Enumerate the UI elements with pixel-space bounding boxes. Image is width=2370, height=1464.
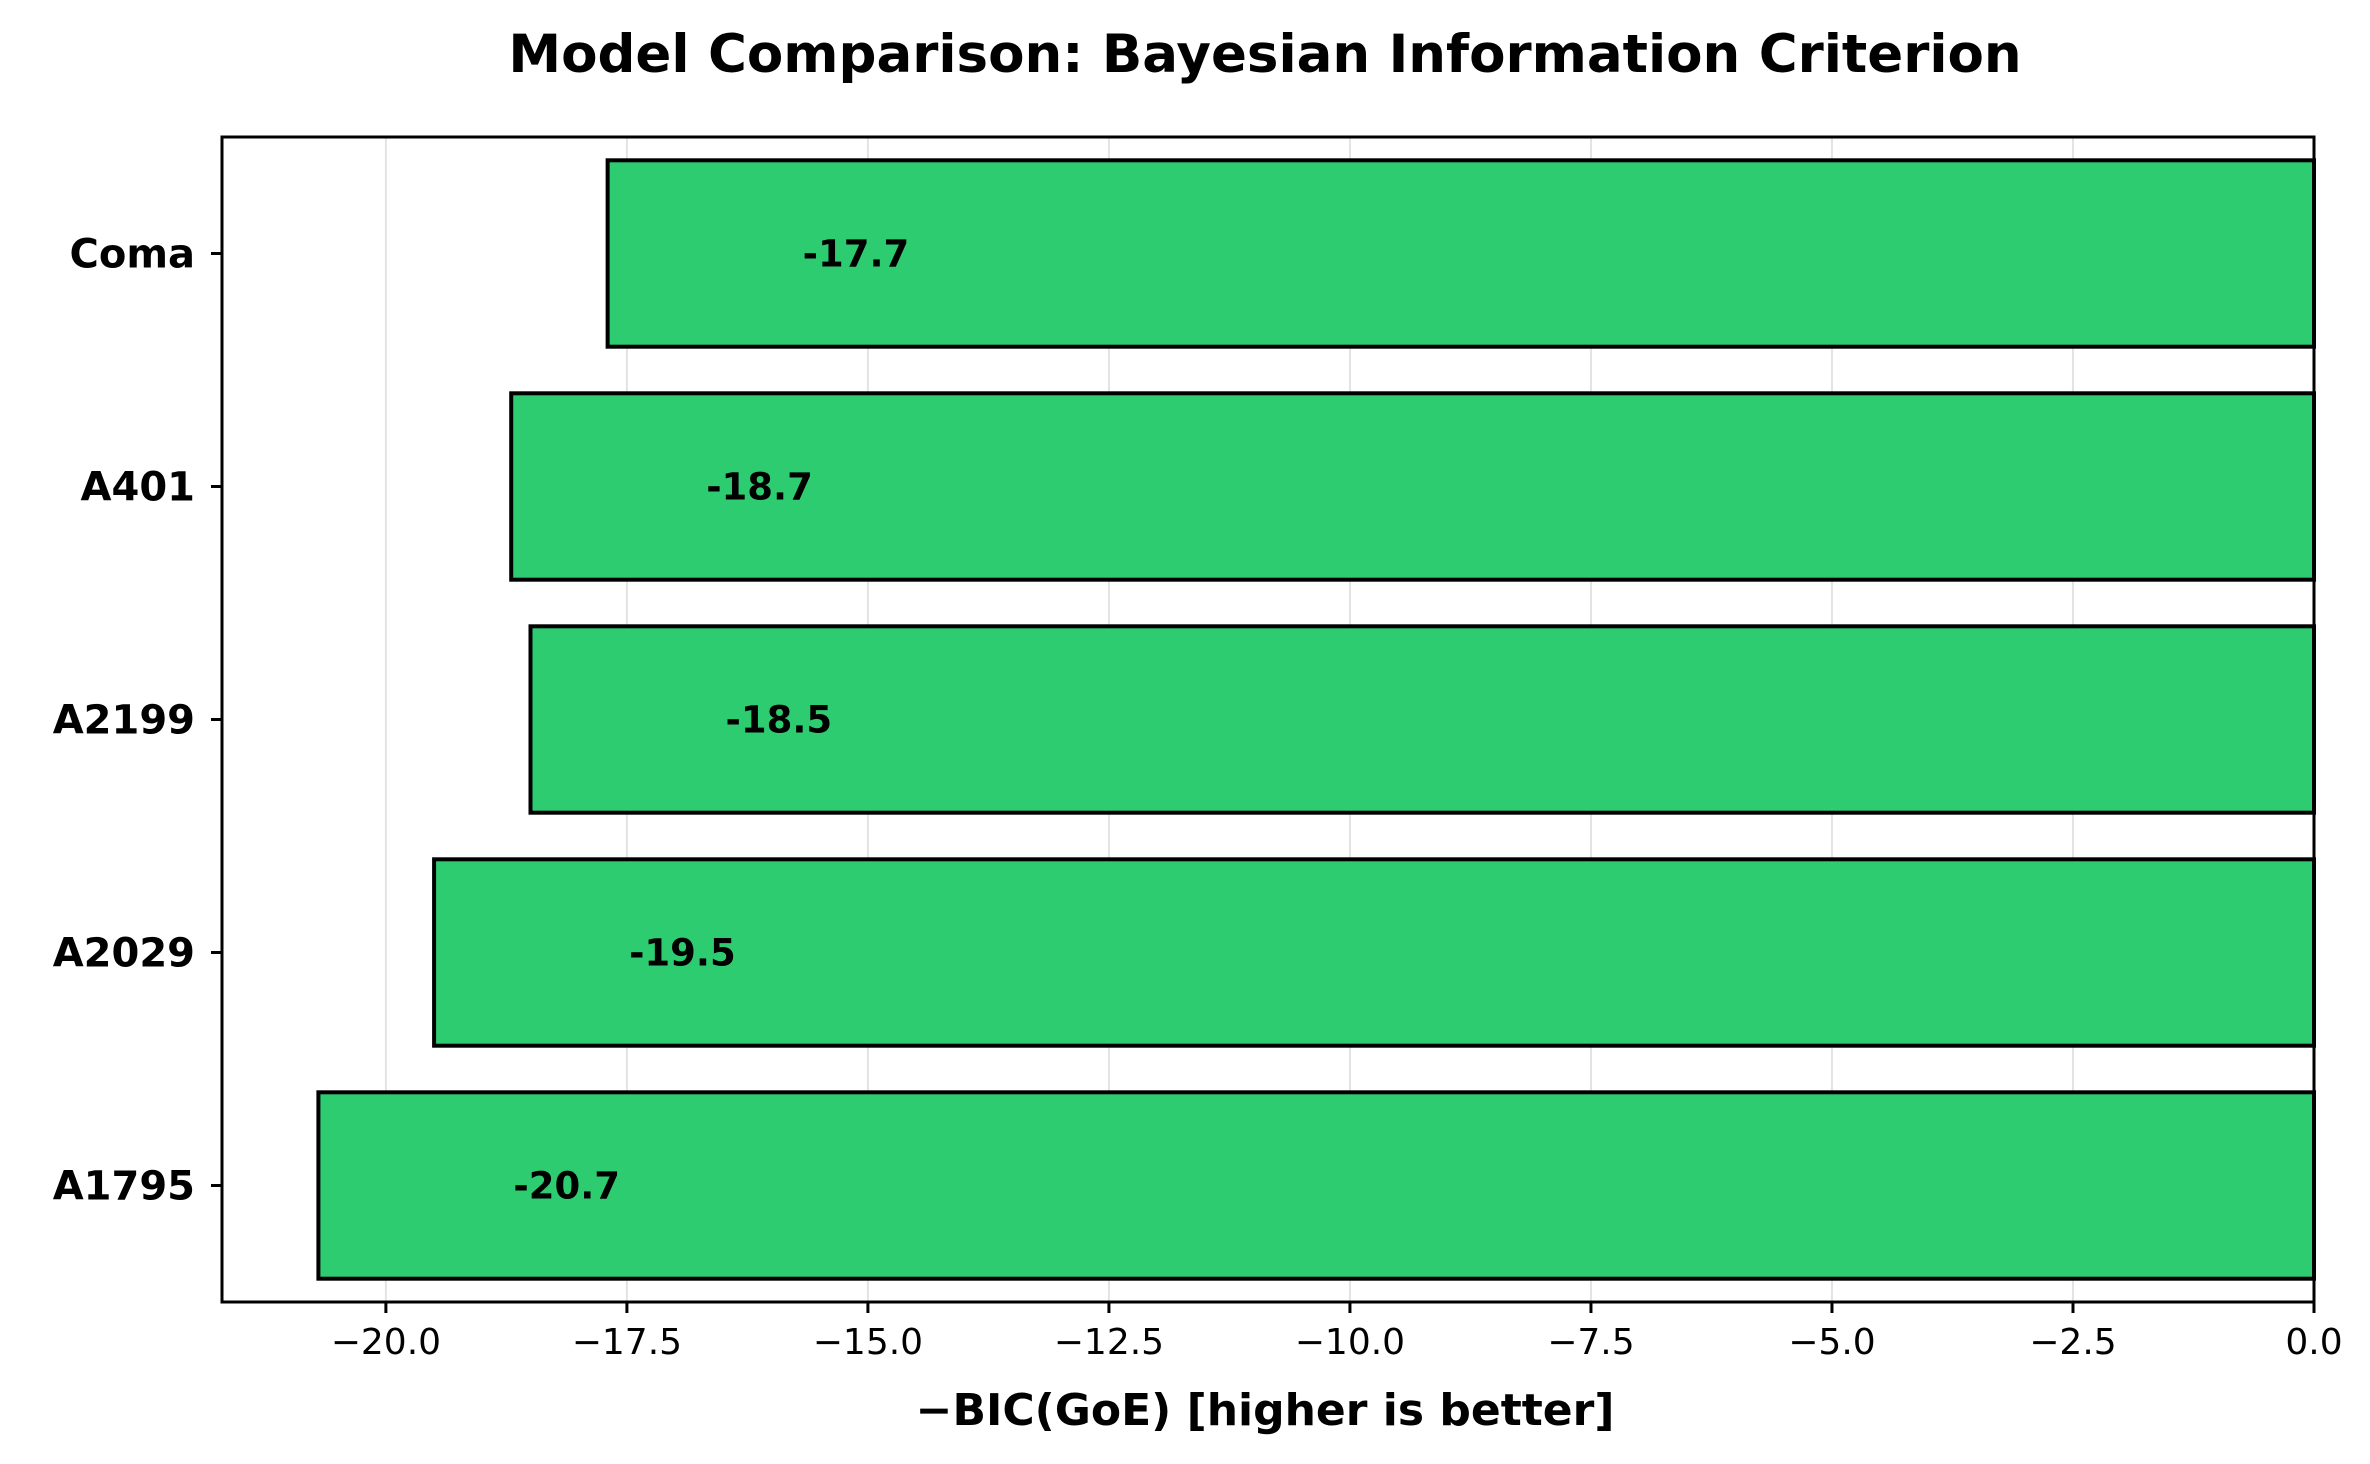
data-label-a2029: -19.5	[629, 932, 736, 975]
data-label-a1795: -20.7	[513, 1165, 620, 1208]
x-tick-label: 0.0	[2285, 1322, 2342, 1363]
x-tick-label: −20.0	[331, 1322, 441, 1363]
bar-a1795	[316, 1090, 2316, 1281]
x-tick-label: −12.5	[1054, 1322, 1164, 1363]
bar-a2029	[432, 857, 2316, 1048]
y-tick-label-a401: A401	[81, 465, 195, 511]
data-labels: -17.7 -18.7 -18.5 -19.5 -20.7	[513, 233, 909, 1208]
x-tick-label: −10.0	[1295, 1322, 1405, 1363]
bar-a2199	[528, 624, 2316, 815]
data-label-coma: -17.7	[803, 233, 910, 276]
x-tick-label: −17.5	[572, 1322, 682, 1363]
y-tick-label-a2029: A2029	[53, 931, 195, 977]
x-tick-label: −15.0	[813, 1322, 923, 1363]
chart-title: Model Comparison: Bayesian Information C…	[508, 24, 2021, 85]
axes: −20.0 −17.5 −15.0 −12.5 −10.0 −7.5 −5.0 −2.5 0.0…	[53, 135, 2343, 1363]
y-tick-label-a2199: A2199	[53, 698, 195, 744]
x-tick-label: −5.0	[1788, 1322, 1875, 1363]
bars	[316, 158, 2317, 1281]
x-tick-label: −7.5	[1547, 1322, 1634, 1363]
data-label-a2199: -18.5	[725, 699, 832, 742]
x-axis-label: −BIC(GoE) [higher is better]	[916, 1385, 1615, 1436]
bar-a401	[509, 391, 2317, 582]
x-tick-label: −2.5	[2029, 1322, 2116, 1363]
data-label-a401: -18.7	[706, 466, 813, 509]
y-tick-label-a1795: A1795	[53, 1164, 195, 1210]
y-tick-label-coma: Coma	[69, 232, 195, 278]
